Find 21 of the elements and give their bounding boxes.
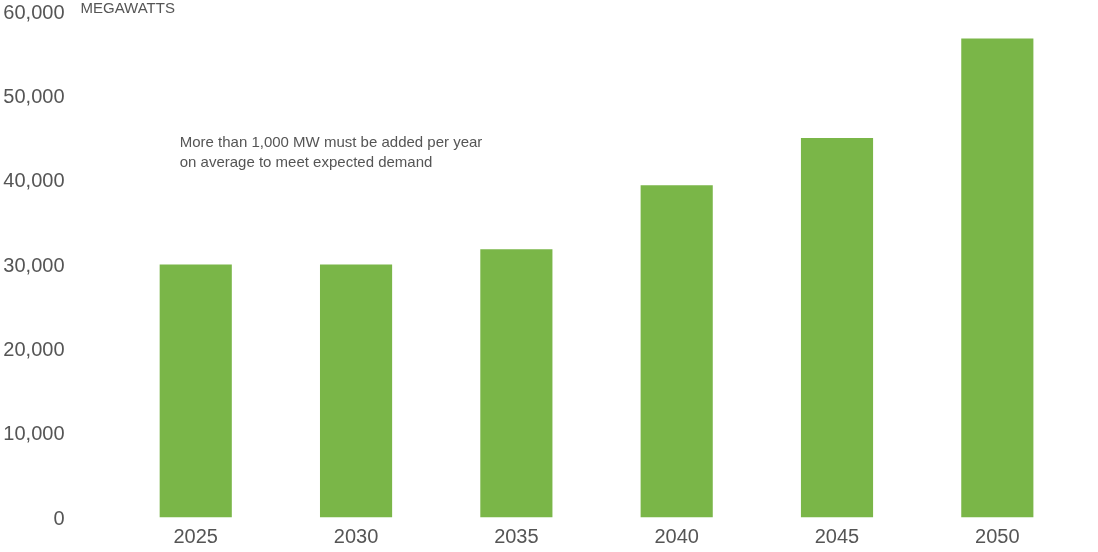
x-tick-label: 2040: [654, 524, 699, 547]
x-tick-label: 2035: [494, 524, 539, 547]
y-tick-label: 60,000: [3, 0, 65, 23]
bar: [961, 38, 1034, 518]
bar: [480, 249, 553, 518]
x-tick-label: 2045: [814, 524, 860, 547]
annotation: More than 1,000 MW must be added per year on average to meet expected demand: [179, 132, 483, 171]
y-tick-label: 20,000: [3, 337, 65, 360]
x-tick-label: 2030: [333, 524, 379, 547]
x-tick-label: 2025: [173, 524, 218, 547]
bar: [640, 185, 713, 518]
bar: [319, 264, 393, 518]
y-tick-label: 40,000: [3, 169, 65, 192]
y-tick-label: 30,000: [3, 253, 65, 276]
y-tick-label: 10,000: [3, 422, 65, 445]
y-tick-label: 0: [53, 506, 65, 529]
y-tick-label: 50,000: [3, 84, 65, 107]
x-tick-label: 2050: [975, 524, 1020, 547]
y-axis-title: MEGAWATTS: [80, 0, 175, 16]
bar: [800, 138, 874, 518]
bar: [159, 264, 232, 518]
